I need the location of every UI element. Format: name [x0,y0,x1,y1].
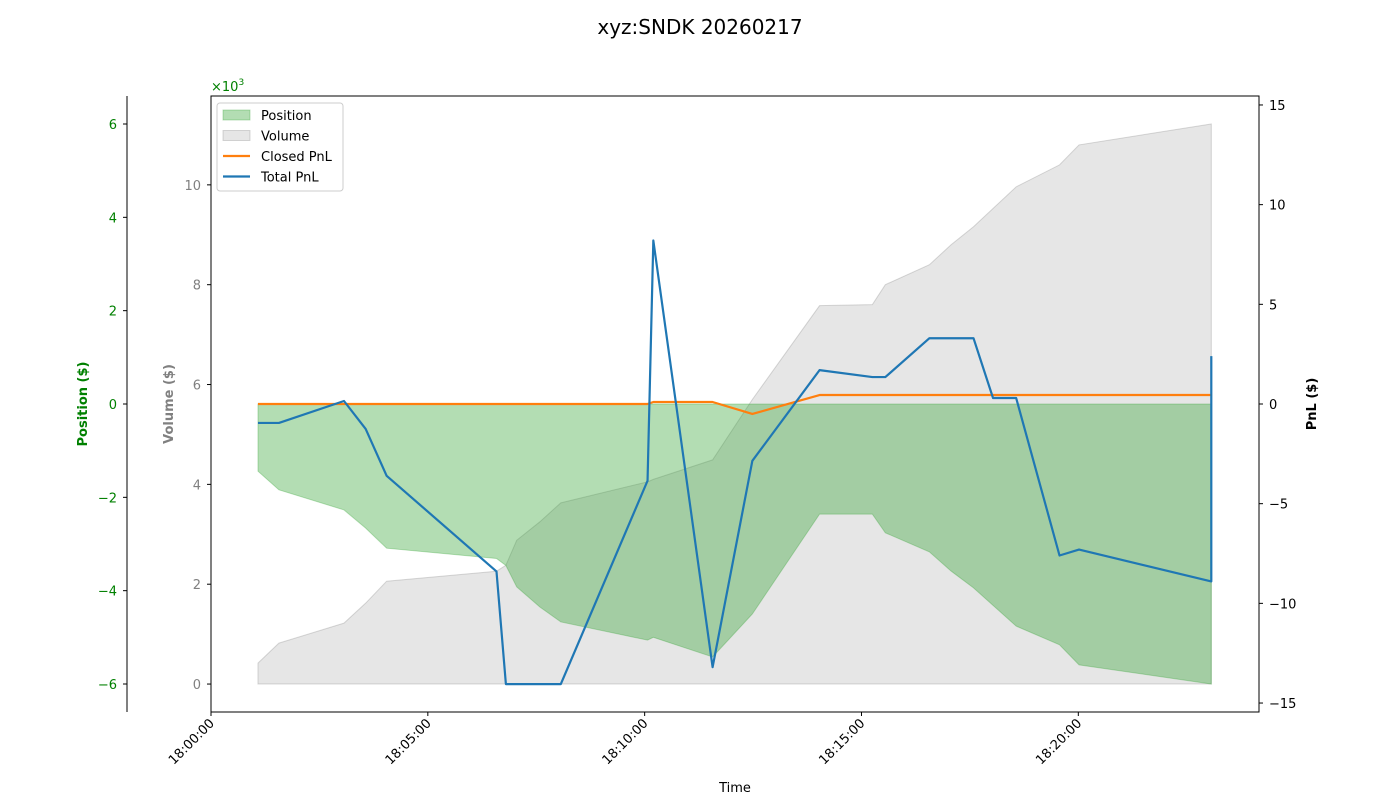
line-layer [257,239,1213,686]
legend-label-position: Position [261,109,312,124]
x-tick-label: 18:20:00 [1033,716,1085,768]
x-tick-label: 18:15:00 [816,716,868,768]
area-layer [257,123,1212,685]
x-axis-label: Time [718,781,751,796]
legend-swatch-volume [222,130,251,141]
pnl-tick-label: −10 [1269,597,1296,612]
position-axis-label: Position ($) [76,362,91,447]
closed-pnl-line [257,393,1212,416]
pnl-tick-label: 10 [1269,199,1286,214]
position-tick-label: 0 [109,398,117,413]
position-tick-label: 2 [109,305,117,320]
pnl-tick-label: −5 [1269,498,1288,513]
legend: Position Volume Closed PnL Total PnL [216,102,344,192]
position-tick-label: −6 [98,678,117,693]
legend-swatch-position [222,109,251,121]
x-tick-label: 18:00:00 [166,716,218,768]
total-pnl-line [257,239,1213,686]
pnl-tick-label: 5 [1269,298,1277,313]
legend-label-closed-pnl: Closed PnL [261,150,333,165]
position-axis-multiplier: ×103 [211,78,244,95]
legend-label-volume: Volume [261,130,309,145]
pnl-tick-label: 15 [1269,99,1286,114]
x-tick-label: 18:10:00 [600,716,652,768]
legend-box [216,102,344,192]
volume-tick-label: 0 [193,678,201,693]
position-tick-label: 4 [109,211,117,226]
position-area [257,403,1212,685]
volume-tick-label: 10 [184,179,201,194]
position-tick-label: −2 [98,491,117,506]
volume-tick-label: 8 [193,279,201,294]
volume-tick-label: 4 [193,478,201,493]
position-tick-label: 6 [109,118,117,133]
pnl-tick-label: 0 [1269,398,1277,413]
position-tick-label: −4 [98,585,117,600]
pnl-tick-label: −15 [1269,697,1296,712]
chart-title: xyz:SNDK 20260217 [597,15,802,39]
x-tick-label: 18:05:00 [383,716,435,768]
volume-area [257,123,1212,685]
pnl-axis-label: PnL ($) [1305,378,1320,431]
volume-tick-label: 6 [193,379,201,394]
volume-tick-label: 2 [193,578,201,593]
legend-label-total-pnl: Total PnL [260,171,319,186]
volume-axis-label: Volume ($) [162,364,177,444]
